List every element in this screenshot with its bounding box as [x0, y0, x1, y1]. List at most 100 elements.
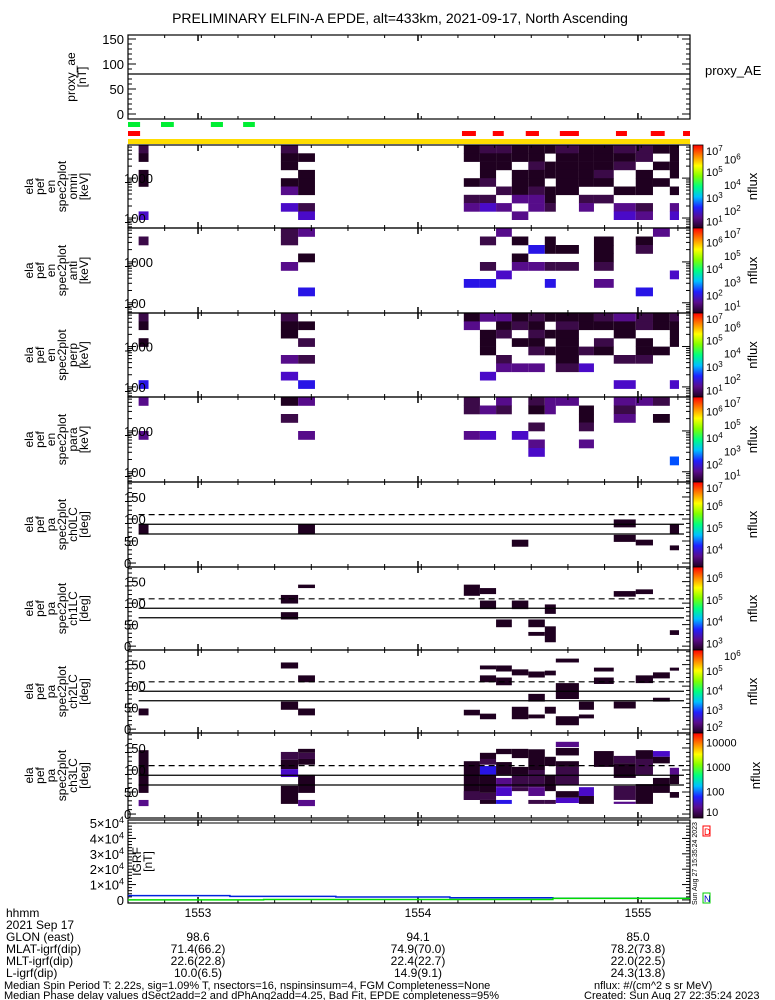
colorbar-tick-base: 100 [706, 786, 724, 798]
spectrogram-cell [298, 228, 315, 237]
pitch-angle-cell [479, 675, 497, 683]
colorbar-tick-label: 107 [724, 227, 741, 241]
igrf-axis-label-line: IGRF [130, 847, 144, 876]
spectrogram-cell [479, 178, 497, 187]
pitch-angle-cell [669, 524, 680, 534]
marker-d-box [702, 825, 711, 837]
spectrogram-cell [479, 329, 497, 339]
colorbar-tick-base: 10 [706, 573, 718, 585]
spectrogram-cell [479, 431, 497, 440]
ephemeris-row-label: L-igrf(dip) [6, 966, 57, 980]
pitch-angle-ytick-label: 50 [124, 785, 138, 800]
colorbar-tick-exponent: 1 [718, 383, 723, 392]
pitch-angle-cell [479, 588, 497, 595]
spectrogram-cell [669, 313, 680, 322]
spectrogram-cell [298, 321, 315, 331]
spectrogram-cell [578, 178, 594, 187]
colorbar-tick-base: 10 [724, 301, 736, 313]
pitch-angle-cell [528, 631, 545, 636]
spectrogram-cell [613, 203, 636, 212]
pitch-angle-axis-label-line: ela [22, 767, 36, 783]
spectrogram-cell [511, 431, 529, 440]
pitch-angle-cell [544, 756, 556, 767]
colorbar-tick-exponent: 4 [718, 543, 723, 552]
pitch-angle-ytick-label: 100 [124, 763, 146, 778]
spectrogram-cell [578, 346, 594, 356]
colorbar-tick-exponent: 5 [718, 165, 723, 174]
pitch-angle-cell [555, 761, 579, 767]
colorbar-tick-exponent: 4 [718, 615, 723, 624]
spectrogram-cell [298, 186, 315, 196]
spectrogram-cell [463, 178, 480, 187]
pitch-angle-ytick-label: 0 [124, 639, 131, 654]
pitch-angle-axis-label-line: pef [33, 599, 47, 616]
colorbar-tick-exponent: 1 [736, 299, 741, 308]
pitch-angle-cell [669, 545, 680, 551]
colorbar-tick-label: 105 [706, 593, 723, 607]
spectrogram-cell [669, 203, 680, 212]
colorbar-tick-base: 10 [706, 595, 718, 607]
spectrogram-cell [528, 422, 545, 432]
spectrogram-cell [652, 414, 670, 423]
spectrogram-cell [511, 313, 529, 322]
pitch-angle-cell [298, 752, 315, 759]
colorbar-tick-label: 100 [706, 786, 724, 798]
spectrogram-cell [613, 414, 636, 423]
spectrogram-axis-label-line: [keV] [77, 426, 91, 453]
spectrogram-cell [280, 355, 299, 364]
spectrogram-cell [479, 153, 497, 162]
proxy-ae-legend: proxy_AE [705, 63, 762, 78]
spectrogram-cell [298, 338, 315, 347]
igrf-ytick-label: 4×104 [90, 830, 124, 846]
pitch-angle-axis-label-line: ch2LC [66, 674, 80, 709]
spectrogram-cell [544, 329, 556, 339]
spectrogram-cell [138, 397, 149, 406]
spectrogram-cell [593, 338, 614, 347]
pitch-angle-cell [479, 766, 497, 775]
spectrogram-cell [511, 153, 529, 162]
spectrogram-cell [578, 169, 594, 179]
energy-ytick-label: 100 [124, 465, 146, 480]
spectrogram-cell [593, 236, 614, 246]
colorbar-tick-exponent: 4 [736, 178, 741, 187]
colorbar-tick-label: 106 [724, 649, 741, 663]
colorbar-tick-label: 104 [724, 347, 741, 361]
spectrogram-cell [578, 363, 594, 373]
pitch-angle-axis-label-line: ch3LC [66, 758, 80, 793]
proxy-ae-ytick-label: 100 [102, 57, 124, 72]
colorbar-tick-base: 10 [706, 193, 718, 205]
spectrogram-cell [496, 321, 512, 331]
spectrogram-cell [496, 203, 512, 212]
spectrogram-cell [479, 145, 497, 154]
spectrogram-cell [578, 321, 594, 331]
pitch-angle-ytick-label: 50 [124, 534, 138, 549]
pitch-angle-cell [138, 799, 149, 807]
spectrogram-cell [511, 321, 529, 331]
pitch-angle-ytick-label: 150 [124, 741, 146, 756]
colorbar-tick-label: 104 [706, 684, 723, 698]
spectrogram-cell [298, 153, 315, 162]
spectrogram-cell [280, 313, 299, 322]
spectrogram-cell [463, 153, 480, 162]
spectrogram-cell [280, 178, 299, 187]
pitch-angle-axis-label-line: pef [33, 515, 47, 532]
spectrogram-cell [555, 169, 579, 179]
colorbar-tick-label: 1000 [706, 762, 730, 774]
pitch-angle-cell [528, 693, 545, 702]
spectrogram-axis-label-line: perp [66, 343, 80, 367]
igrf-tick-times: ×10 [97, 847, 119, 862]
colorbar-tick-base: 10 [706, 407, 718, 419]
pitch-angle-cell [528, 799, 545, 804]
colorbar [692, 649, 704, 734]
pitch-angle-cell [578, 714, 594, 719]
igrf-ytick-label: 5×104 [90, 815, 124, 831]
colorbar-tick-base: 10 [706, 362, 718, 374]
colorbar-tick-base: 10 [706, 264, 718, 276]
spectrogram-cell [544, 203, 556, 212]
spectrogram-axis-label-line: spec2plot [55, 413, 69, 465]
pitch-angle-cell [138, 524, 149, 534]
colorbar-label-nflux: nflux [745, 510, 760, 538]
colorbar-tick-exponent: 4 [718, 262, 723, 271]
pitch-angle-cell [511, 669, 529, 676]
spectrogram-cell [593, 153, 614, 162]
